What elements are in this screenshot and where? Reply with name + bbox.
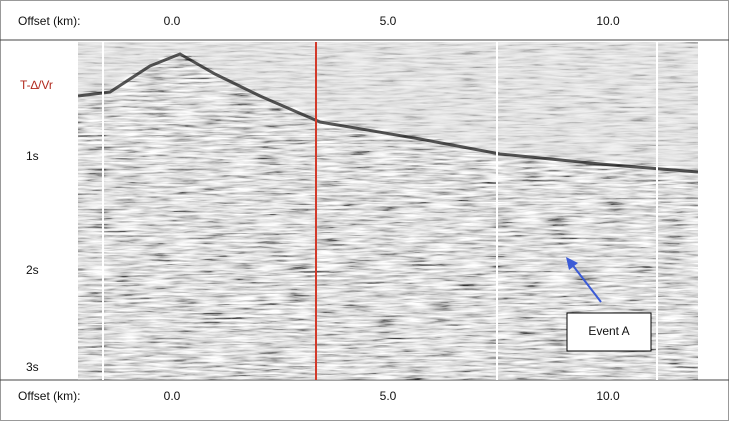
annotation-label: Event A xyxy=(588,324,629,338)
annotation-arrow xyxy=(570,262,602,303)
annotation-box xyxy=(566,312,652,352)
offset-label: Offset (km): xyxy=(18,389,80,403)
time-tick: 2s xyxy=(26,263,39,277)
offset-tick: 0.0 xyxy=(164,14,181,28)
time-tick: 3s xyxy=(26,360,39,374)
offset-tick: 5.0 xyxy=(380,389,397,403)
offset-tick: 0.0 xyxy=(164,389,181,403)
offset-tick: 10.0 xyxy=(596,389,620,403)
offset-tick: 10.0 xyxy=(596,14,620,28)
seismic-section: Event A xyxy=(78,42,698,380)
time-axis-title: T-∆/Vr xyxy=(20,78,53,92)
pre-arrival-zone xyxy=(78,42,698,168)
arrow-head xyxy=(566,257,578,270)
first-arrival xyxy=(78,52,698,174)
offset-label: Offset (km): xyxy=(18,14,80,28)
offset-tick: 5.0 xyxy=(380,14,397,28)
time-tick: 1s xyxy=(26,149,39,163)
